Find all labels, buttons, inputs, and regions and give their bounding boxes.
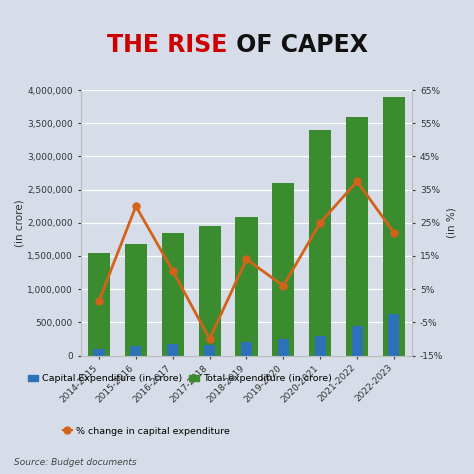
Bar [125,244,147,356]
Bar [383,97,405,356]
Text: Source: Budget documents: Source: Budget documents [14,458,137,466]
Y-axis label: (in %): (in %) [446,208,456,238]
Legend: % change in capital expenditure: % change in capital expenditure [63,427,229,436]
Bar [88,253,110,356]
Bar [388,314,400,356]
Bar [162,233,184,356]
Legend: Capital Expenditure (in crore), Total expenditure (in crore): Capital Expenditure (in crore), Total ex… [28,374,331,383]
Bar [130,346,141,356]
Bar [272,183,294,356]
Bar [315,336,326,356]
Bar [204,345,215,356]
Text: THE RISE: THE RISE [107,33,228,57]
Text: OF CAPEX: OF CAPEX [228,33,367,57]
Y-axis label: (in crore): (in crore) [14,199,25,246]
Bar [236,218,257,356]
Bar [167,344,178,356]
Bar [199,226,221,356]
Bar [278,339,289,356]
Bar [346,117,368,356]
Bar [241,342,252,356]
Bar [352,326,363,356]
Bar [309,130,331,356]
Bar [93,349,105,356]
